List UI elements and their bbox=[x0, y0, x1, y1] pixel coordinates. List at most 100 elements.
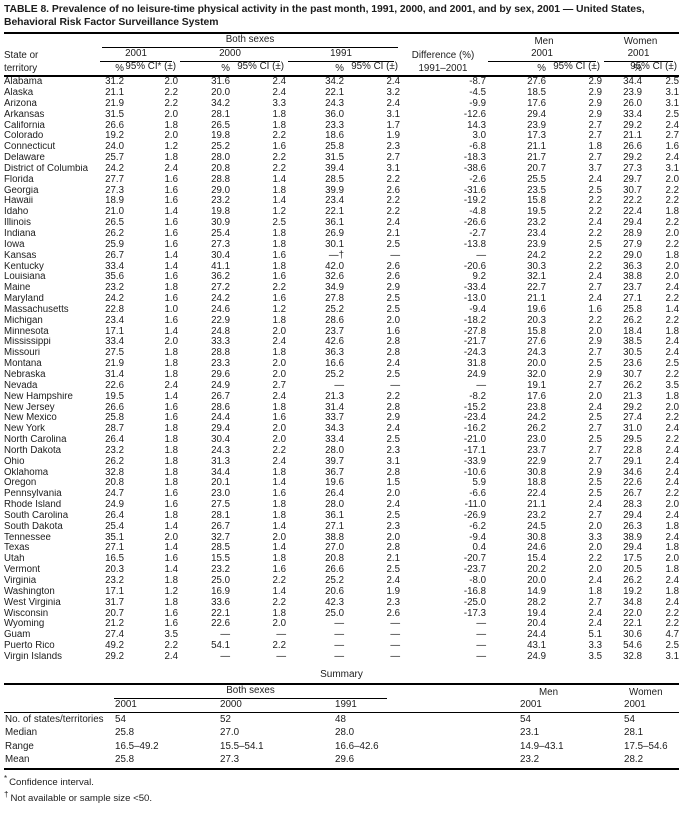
summary-value: 25.8 bbox=[110, 752, 215, 771]
value-cell: 36.1 bbox=[325, 217, 344, 229]
value-cell: 1.0 bbox=[164, 303, 178, 315]
value-cell: 36.0 bbox=[325, 108, 344, 120]
state-name: Florida bbox=[4, 174, 34, 185]
value-cell: — bbox=[390, 249, 400, 261]
value-cell: 26.7 bbox=[211, 520, 230, 532]
state-name: Missouri bbox=[4, 348, 41, 359]
value-cell: 22.8 bbox=[623, 444, 642, 456]
value-cell: 2.0 bbox=[164, 336, 178, 348]
value-cell: 29.4 bbox=[623, 509, 642, 521]
value-cell: 26.4 bbox=[105, 509, 124, 521]
summary-value: 48 bbox=[335, 713, 346, 725]
header-spacer bbox=[400, 33, 486, 48]
value-cell: 3.3 bbox=[588, 640, 602, 652]
value-cell: 2.0 bbox=[665, 173, 680, 185]
summary-value: 23.2 bbox=[515, 752, 619, 771]
value-cell: -9.4 bbox=[469, 531, 486, 543]
table-row: Alaska 21.1 2.2 20.0 2.4 22.1 3.2 -4.5 18.5 2.9 23… bbox=[4, 87, 679, 99]
value-cell: 1.4 bbox=[665, 303, 680, 315]
value-cell: 2.2 bbox=[164, 640, 178, 652]
value-cell: 1.8 bbox=[272, 314, 286, 326]
value-cell: 19.8 bbox=[211, 206, 230, 218]
value-cell: 4.7 bbox=[665, 629, 680, 641]
value-cell: 2.7 bbox=[588, 444, 602, 456]
summary-year-row: 2001 2000 1991 2001 2001 bbox=[4, 699, 679, 713]
value-cell: 2.5 bbox=[665, 108, 680, 120]
value-cell: 2.0 bbox=[588, 390, 602, 402]
value-cell: 2.9 bbox=[588, 368, 602, 380]
value-cell: -6.8 bbox=[469, 141, 486, 153]
value-cell: 30.7 bbox=[623, 184, 642, 196]
value-cell: 21.3 bbox=[623, 390, 642, 402]
value-cell: 30.6 bbox=[623, 629, 642, 641]
summary-value: 16.5–49.2 bbox=[115, 740, 159, 752]
summary-row: Median 25.8 27.0 28.0 23.1 28.1 bbox=[4, 726, 679, 739]
value-cell: 31.6 bbox=[211, 76, 230, 88]
table-row: Oklahoma 32.8 1.8 34.4 1.8 36.7 2.8 -10.6 30.8 2.… bbox=[4, 466, 680, 479]
value-cell: 26.7 bbox=[211, 390, 230, 402]
value-cell: 22.6 bbox=[211, 618, 230, 630]
value-cell: 1.4 bbox=[164, 206, 178, 218]
value-cell: 33.6 bbox=[211, 596, 230, 608]
value-cell: 27.3 bbox=[211, 238, 230, 250]
value-cell: 18.5 bbox=[527, 87, 546, 99]
summary-spacer bbox=[4, 699, 110, 713]
value-cell: 2.4 bbox=[665, 336, 680, 348]
value-cell: 2.9 bbox=[588, 97, 602, 109]
value-cell: 2.5 bbox=[588, 477, 602, 489]
value-cell: 35.1 bbox=[105, 531, 124, 543]
value-cell: 1.6 bbox=[272, 564, 286, 576]
table-row: Connecticut 24.0 1.2 25.2 1.6 25.8 2.3 -6.8 21.1… bbox=[4, 141, 679, 153]
table-row: Texas 27.1 1.4 28.5 1.4 27.0 2.8 0.4 24.6 2.0 29.4… bbox=[4, 543, 679, 554]
value-cell: 23.3 bbox=[211, 358, 230, 370]
value-cell: 24.9 bbox=[527, 650, 546, 662]
value-cell: 1.6 bbox=[164, 401, 178, 413]
value-cell: 1.8 bbox=[164, 575, 178, 586]
value-cell: 24.7 bbox=[105, 488, 124, 500]
value-cell: 2.4 bbox=[665, 119, 680, 131]
value-cell: 24.8 bbox=[211, 325, 230, 337]
state-name: Texas bbox=[4, 543, 30, 554]
value-cell: 1.8 bbox=[164, 347, 178, 359]
summary-value: 27.0 bbox=[220, 727, 240, 739]
table-row: Indiana 26.2 1.6 25.4 1.8 26.9 2.1 -2.7 23.4 2.2 2… bbox=[4, 228, 679, 240]
value-cell: 29.2 bbox=[623, 401, 642, 413]
state-name: North Carolina bbox=[4, 435, 67, 446]
value-cell: 2.4 bbox=[665, 596, 680, 608]
value-cell: 28.2 bbox=[527, 596, 546, 608]
value-cell: 27.3 bbox=[105, 184, 124, 196]
value-cell: 39.4 bbox=[325, 162, 344, 174]
value-cell: 2.4 bbox=[665, 466, 680, 478]
state-name: Oregon bbox=[4, 478, 37, 489]
value-cell: 31.2 bbox=[105, 76, 124, 88]
value-cell: 19.1 bbox=[527, 379, 546, 391]
value-cell: 39.7 bbox=[325, 455, 344, 467]
value-cell: -21.0 bbox=[463, 434, 486, 446]
value-cell: 31.8 bbox=[467, 358, 486, 370]
value-cell: 23.9 bbox=[623, 87, 642, 99]
value-cell: 1.8 bbox=[272, 238, 286, 250]
value-cell: 2.9 bbox=[386, 412, 400, 424]
value-cell: 2.2 bbox=[665, 434, 680, 446]
pct-header-1991: % bbox=[286, 62, 344, 78]
value-cell: -26.9 bbox=[463, 509, 486, 521]
value-cell: — bbox=[334, 629, 344, 641]
value-cell: 43.1 bbox=[527, 640, 546, 652]
value-cell: 2.0 bbox=[588, 542, 602, 554]
value-cell: 1.8 bbox=[272, 466, 286, 478]
value-cell: 2.4 bbox=[588, 217, 602, 229]
value-cell: 1.8 bbox=[272, 119, 286, 131]
value-cell: 26.3 bbox=[623, 520, 642, 532]
value-cell: 19.4 bbox=[527, 607, 546, 619]
value-cell: 27.1 bbox=[325, 520, 344, 532]
value-cell: 2.2 bbox=[588, 249, 602, 261]
state-name: Idaho bbox=[4, 207, 29, 218]
value-cell: 23.9 bbox=[527, 119, 546, 131]
value-cell: 17.3 bbox=[527, 130, 546, 142]
value-cell: 28.1 bbox=[211, 108, 230, 120]
table-title: TABLE 8. Prevalence of no leisure-time p… bbox=[4, 4, 645, 28]
value-cell: 30.4 bbox=[211, 249, 230, 261]
value-cell: 29.7 bbox=[623, 173, 642, 185]
value-cell: 34.3 bbox=[325, 423, 344, 435]
value-cell: 2.5 bbox=[588, 488, 602, 500]
